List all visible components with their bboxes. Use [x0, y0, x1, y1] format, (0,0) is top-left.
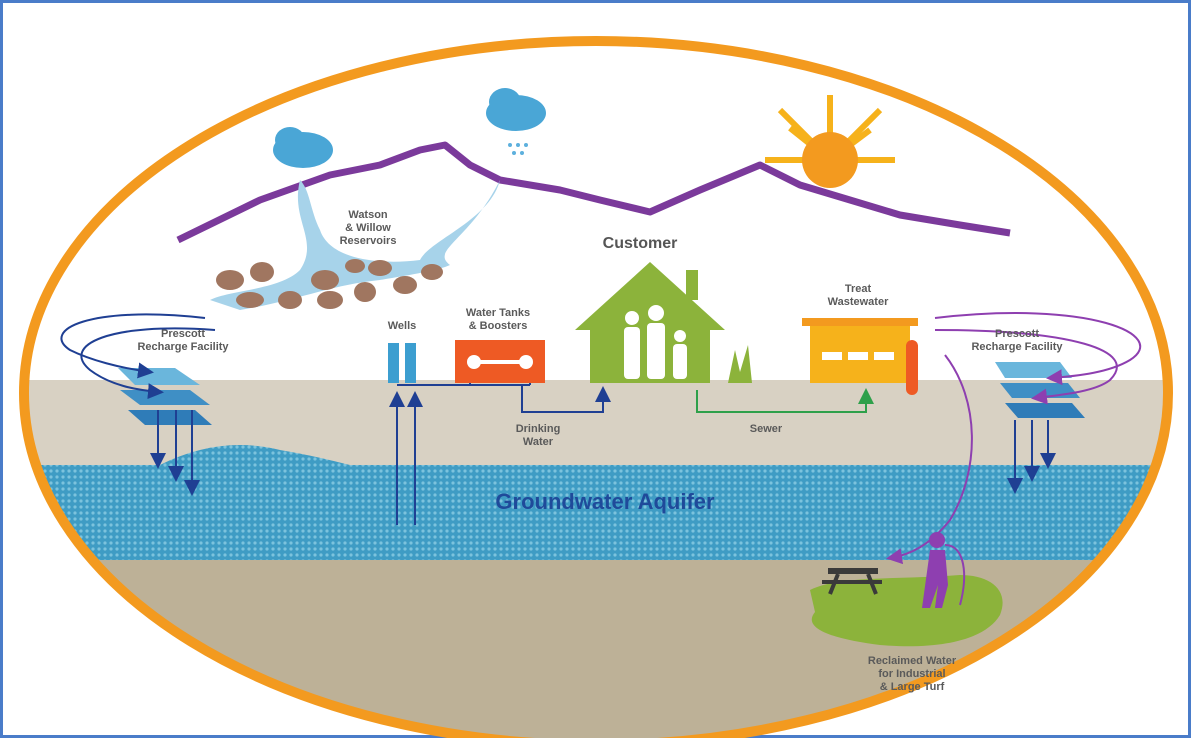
- drinking-label: Water: [523, 436, 554, 448]
- recharge-right-label: Prescott: [995, 328, 1039, 340]
- reclaimed-label: for Industrial: [878, 668, 945, 680]
- page: {"labels": { "reservoirs": ["Watson", "&…: [0, 0, 1191, 738]
- landscape: [0, 380, 1191, 738]
- reservoir-label: Watson: [348, 209, 388, 221]
- diagram: Watson & Willow Reservoirs Customer Wate…: [0, 0, 1191, 738]
- reservoir-label: & Willow: [345, 222, 391, 234]
- recharge-left-label: Recharge Facility: [137, 341, 229, 353]
- customer-label: Customer: [603, 235, 678, 252]
- tanks-label: Water Tanks: [466, 307, 530, 319]
- water-tanks: [455, 340, 545, 383]
- wells-label: Wells: [388, 320, 417, 332]
- drinking-label: Drinking: [516, 423, 561, 435]
- reclaimed-label: & Large Turf: [880, 681, 945, 693]
- house: [575, 262, 752, 383]
- wells: [388, 343, 416, 383]
- tanks-label: & Boosters: [469, 320, 528, 332]
- aquifer-label: Groundwater Aquifer: [495, 489, 715, 514]
- reservoir-label: Reservoirs: [340, 235, 397, 247]
- sewer-label: Sewer: [750, 423, 783, 435]
- reclaimed-label: Reclaimed Water: [868, 655, 957, 667]
- treat-label: Treat: [845, 283, 872, 295]
- recharge-left-label: Prescott: [161, 328, 205, 340]
- treat-label: Wastewater: [828, 296, 889, 308]
- recharge-right-label: Recharge Facility: [971, 341, 1063, 353]
